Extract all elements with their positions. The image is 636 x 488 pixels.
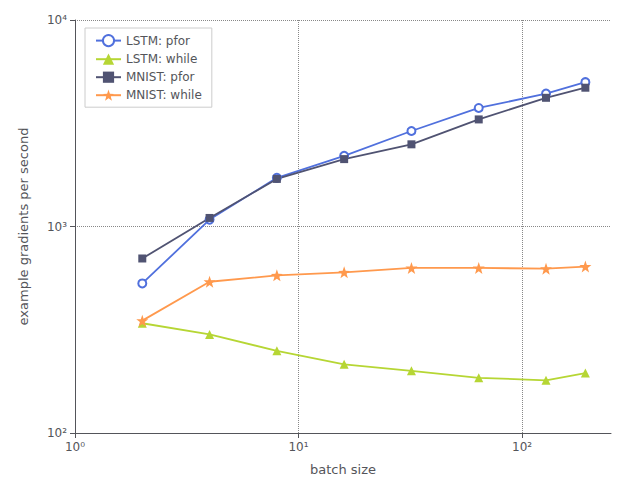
svg-text:batch size: batch size xyxy=(310,462,376,477)
svg-text:MNIST: while: MNIST: while xyxy=(126,88,202,102)
svg-text:10¹: 10¹ xyxy=(288,440,308,454)
svg-text:10²: 10² xyxy=(512,440,532,454)
svg-text:MNIST: pfor: MNIST: pfor xyxy=(126,70,195,84)
svg-text:10⁰: 10⁰ xyxy=(65,440,85,454)
svg-text:10⁴: 10⁴ xyxy=(47,13,67,27)
svg-text:10³: 10³ xyxy=(47,220,67,234)
svg-text:10²: 10² xyxy=(47,426,67,440)
svg-text:example gradients per second: example gradients per second xyxy=(16,128,31,326)
svg-text:LSTM: while: LSTM: while xyxy=(126,52,197,66)
svg-text:LSTM: pfor: LSTM: pfor xyxy=(126,34,190,48)
